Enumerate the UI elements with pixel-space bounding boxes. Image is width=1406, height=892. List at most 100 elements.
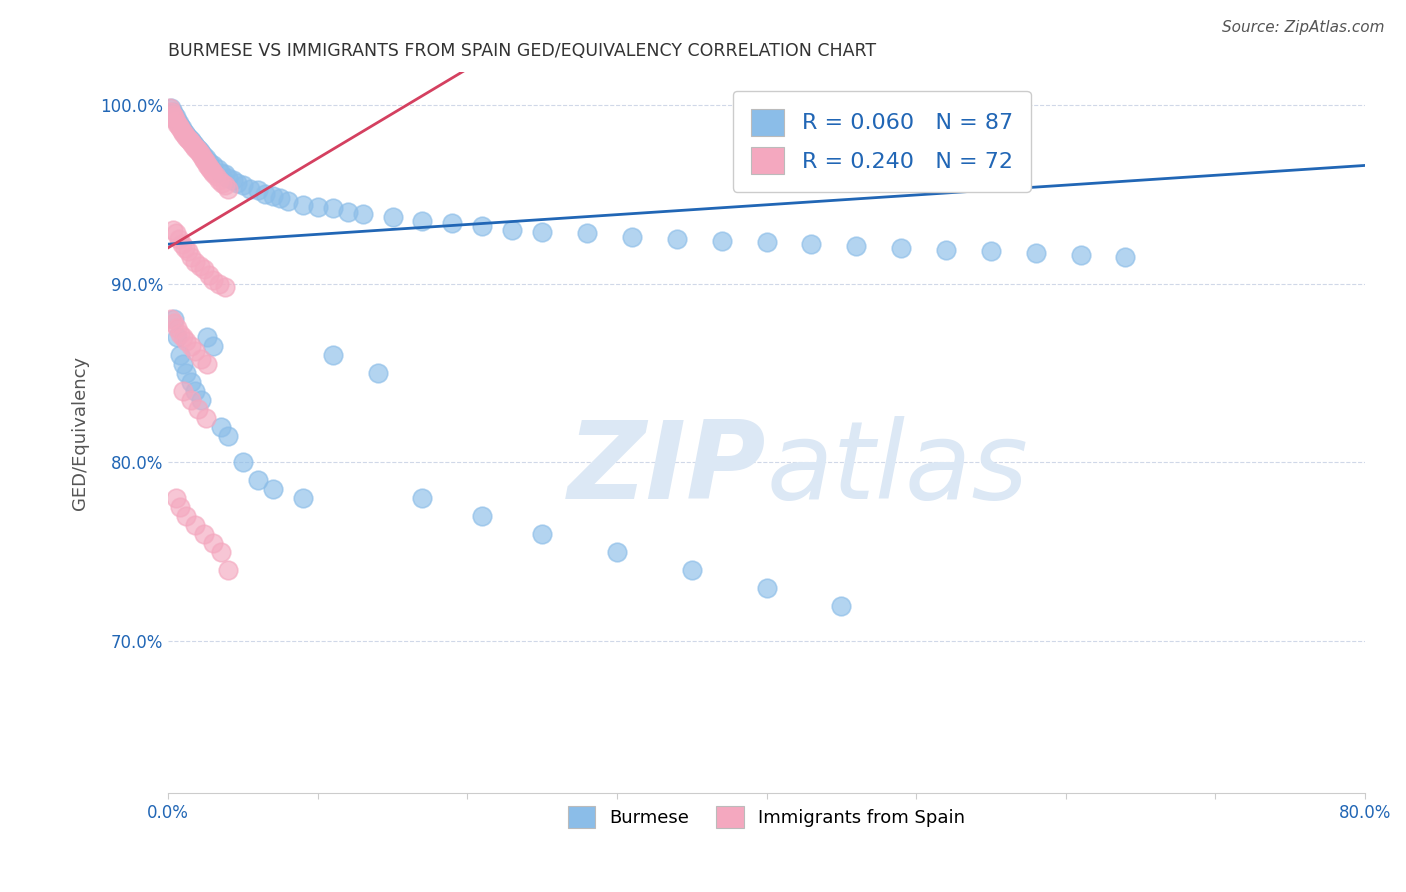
Point [187, 142, 209, 156]
Point [194, 154, 217, 169]
Point [202, 273, 225, 287]
Point [208, 277, 231, 291]
Point [471, 219, 494, 234]
Point [187, 144, 209, 158]
Point [322, 202, 344, 216]
Point [179, 131, 201, 145]
Text: atlas: atlas [766, 417, 1028, 522]
Point [184, 140, 207, 154]
Point [163, 312, 186, 326]
Point [167, 232, 190, 246]
Point [246, 473, 269, 487]
Point [163, 316, 186, 330]
Point [174, 128, 197, 142]
Point [165, 113, 187, 128]
Point [246, 184, 269, 198]
Point [172, 384, 194, 398]
Point [217, 563, 239, 577]
Point [170, 120, 193, 135]
Point [166, 321, 188, 335]
Point [170, 237, 193, 252]
Point [187, 401, 209, 416]
Point [169, 120, 191, 135]
Point [191, 151, 214, 165]
Point [710, 234, 733, 248]
Point [217, 171, 239, 186]
Text: ZIP: ZIP [568, 416, 766, 522]
Point [165, 110, 187, 124]
Legend: Burmese, Immigrants from Spain: Burmese, Immigrants from Spain [561, 798, 972, 835]
Point [208, 173, 231, 187]
Point [531, 527, 554, 541]
Point [830, 599, 852, 613]
Point [174, 129, 197, 144]
Point [181, 136, 204, 151]
Point [211, 177, 233, 191]
Point [217, 428, 239, 442]
Point [180, 250, 202, 264]
Point [186, 140, 208, 154]
Point [166, 117, 188, 131]
Point [188, 145, 211, 160]
Point [169, 119, 191, 133]
Point [209, 419, 232, 434]
Point [176, 129, 198, 144]
Point [471, 509, 494, 524]
Point [202, 536, 225, 550]
Point [322, 348, 344, 362]
Point [217, 182, 239, 196]
Point [172, 357, 194, 371]
Point [160, 312, 183, 326]
Point [254, 187, 277, 202]
Point [176, 244, 198, 259]
Point [262, 482, 284, 496]
Point [170, 124, 193, 138]
Point [166, 330, 188, 344]
Point [681, 563, 703, 577]
Point [197, 154, 219, 169]
Point [197, 160, 219, 174]
Point [169, 326, 191, 341]
Point [980, 244, 1002, 259]
Point [209, 545, 232, 559]
Point [162, 108, 184, 122]
Point [195, 330, 218, 344]
Point [180, 133, 202, 147]
Point [184, 255, 207, 269]
Point [890, 241, 912, 255]
Point [381, 211, 404, 225]
Point [576, 227, 599, 241]
Point [183, 136, 205, 151]
Point [193, 262, 215, 277]
Point [193, 527, 215, 541]
Point [336, 205, 359, 219]
Point [209, 166, 232, 180]
Point [1025, 246, 1047, 260]
Point [935, 243, 957, 257]
Y-axis label: GED/Equivalency: GED/Equivalency [72, 356, 89, 510]
Point [176, 131, 198, 145]
Point [755, 581, 778, 595]
Point [173, 241, 195, 255]
Point [163, 108, 186, 122]
Point [173, 126, 195, 140]
Point [193, 153, 215, 167]
Point [262, 189, 284, 203]
Point [202, 158, 225, 172]
Point [620, 230, 643, 244]
Point [180, 339, 202, 353]
Point [160, 104, 183, 119]
Point [198, 161, 221, 176]
Point [184, 518, 207, 533]
Point [162, 104, 184, 119]
Point [291, 198, 314, 212]
Point [411, 214, 433, 228]
Point [190, 392, 212, 407]
Point [202, 339, 225, 353]
Point [214, 168, 236, 182]
Point [169, 500, 191, 515]
Point [190, 145, 212, 160]
Point [184, 344, 207, 359]
Point [197, 268, 219, 282]
Point [214, 178, 236, 193]
